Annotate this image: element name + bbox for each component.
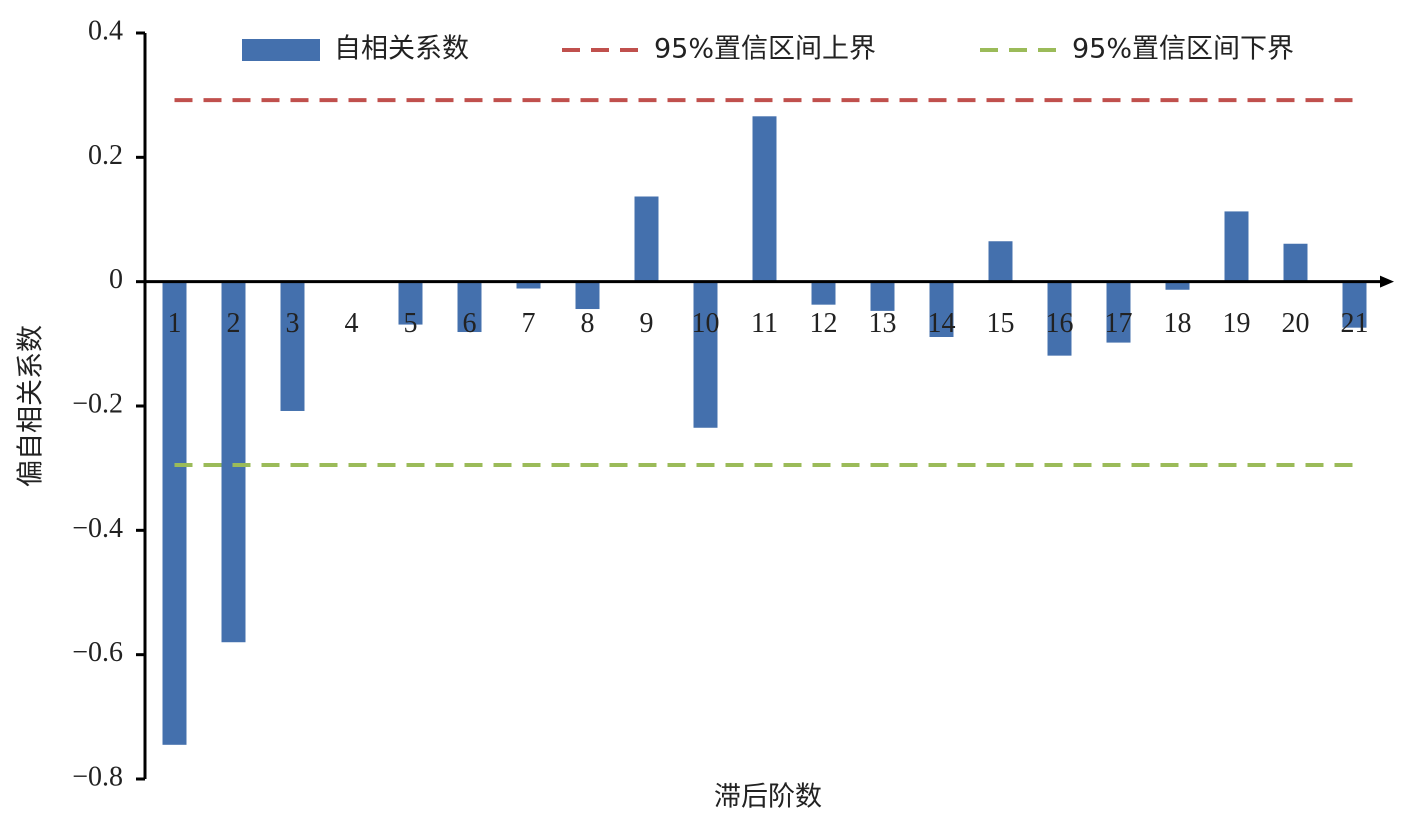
y-tick-label: 0 [109,264,123,295]
legend-label: 自相关系数 [334,34,469,65]
bar [280,281,305,411]
bar [1047,281,1072,356]
bar [398,281,423,325]
legend-swatch [242,39,320,61]
x-tick-label: 1 [168,308,182,339]
bar [575,281,600,310]
bar [811,281,836,305]
y-tick-label: −0.4 [72,513,123,544]
bar [870,281,895,311]
bar [1224,211,1249,282]
x-axis-title: 滞后阶数 [714,782,822,813]
x-tick-label: 9 [640,308,654,339]
x-tick-label: 21 [1341,308,1369,339]
y-tick-label: −0.2 [72,388,123,419]
legend-label: 95%置信区间下界 [1072,34,1294,65]
x-tick-label: 8 [581,308,595,339]
bar [516,281,541,289]
legend-label: 95%置信区间上界 [654,34,876,65]
bar [457,281,482,333]
x-tick-label: 17 [1105,308,1133,339]
y-tick-label: 0.4 [88,15,123,46]
x-tick-label: 14 [928,308,956,339]
y-tick-label: −0.6 [72,637,123,668]
x-tick-label: 5 [404,308,418,339]
x-tick-label: 10 [692,308,720,339]
x-tick-label: 16 [1046,308,1074,339]
x-tick-label: 7 [522,308,536,339]
bar [1342,281,1367,328]
bar [1165,281,1190,290]
bar [1283,243,1308,282]
y-axis-title: 偏自相关系数 [16,325,47,487]
x-axis-arrow [1380,275,1394,288]
x-tick-label: 6 [463,308,477,339]
x-tick-label: 4 [345,308,359,339]
y-tick-label: −0.8 [72,761,123,792]
x-tick-label: 19 [1223,308,1251,339]
x-tick-label: 2 [227,308,241,339]
x-tick-label: 15 [987,308,1015,339]
x-tick-label: 13 [869,308,897,339]
x-tick-label: 12 [810,308,838,339]
bar [988,241,1013,282]
x-tick-label: 20 [1282,308,1310,339]
x-tick-label: 11 [751,308,778,339]
bar [1106,281,1131,343]
bar [634,196,659,282]
x-tick-label: 3 [286,308,300,339]
bar [693,281,718,428]
bar [752,116,777,282]
bar [221,281,246,643]
bar [929,281,954,337]
y-tick-label: 0.2 [88,140,123,171]
bar [162,281,187,745]
x-tick-label: 18 [1164,308,1192,339]
